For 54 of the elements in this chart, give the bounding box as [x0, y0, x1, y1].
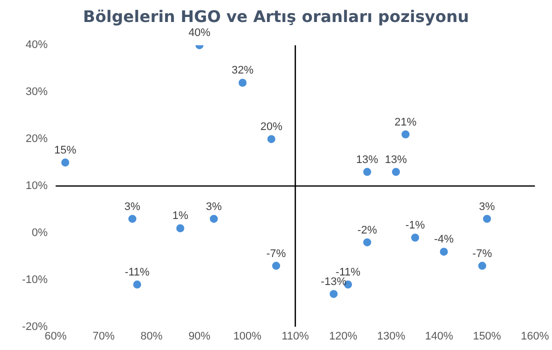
x-tick-label: 70%	[92, 330, 115, 342]
data-label: 1%	[172, 210, 188, 222]
data-label: 13%	[356, 154, 378, 166]
y-tick-label: 20%	[26, 133, 48, 146]
data-label: -13%	[320, 276, 347, 288]
x-tick-label: 60%	[44, 330, 67, 342]
point	[363, 168, 372, 176]
point	[392, 168, 400, 176]
data-label: 3%	[206, 200, 222, 213]
data-label: 20%	[260, 121, 283, 134]
point	[272, 262, 280, 270]
x-tick-label: 160%	[520, 330, 550, 342]
data-label: 40%	[188, 27, 211, 40]
point	[267, 135, 276, 144]
y-tick-label: -10%	[22, 274, 48, 286]
x-tick-label: 150%	[472, 330, 502, 342]
data-label: -4%	[434, 234, 454, 246]
data-label: 15%	[54, 144, 76, 157]
data-label: -1%	[405, 220, 426, 232]
point	[128, 214, 136, 223]
point	[176, 224, 184, 232]
data-label: 13%	[384, 154, 408, 166]
point	[330, 290, 338, 298]
point	[61, 158, 70, 167]
data-label: -11%	[124, 266, 150, 279]
data-label: -2%	[357, 224, 378, 236]
y-tick-label: 10%	[26, 180, 48, 192]
point	[440, 248, 448, 256]
point	[411, 234, 420, 242]
point	[402, 130, 410, 138]
point	[478, 262, 486, 270]
data-label: 21%	[394, 116, 417, 128]
y-tick-label: 40%	[26, 39, 48, 52]
data-label: 32%	[232, 64, 254, 77]
y-tick-label: -20%	[22, 320, 48, 333]
x-tick-label: 130%	[377, 330, 406, 342]
x-tick-label: 110%	[282, 330, 310, 342]
point	[483, 214, 492, 223]
y-tick-label: 30%	[26, 86, 48, 98]
x-tick-label: 100%	[233, 330, 262, 342]
data-label: -7%	[472, 248, 492, 260]
data-label: -7%	[266, 248, 286, 260]
data-label: 3%	[479, 200, 496, 213]
chart-title: Bölgelerin HGO ve Artış oranları pozisyonu	[83, 6, 469, 26]
x-tick-label: 140%	[425, 330, 454, 342]
point	[238, 78, 247, 87]
point	[133, 280, 142, 289]
x-tick-label: 90%	[188, 330, 211, 342]
data-label: 3%	[124, 200, 141, 213]
x-tick-label: 120%	[329, 330, 358, 342]
x-tick-label: 80%	[140, 330, 163, 342]
point	[210, 214, 218, 223]
point	[363, 238, 372, 246]
y-tick-label: 0%	[32, 226, 48, 239]
